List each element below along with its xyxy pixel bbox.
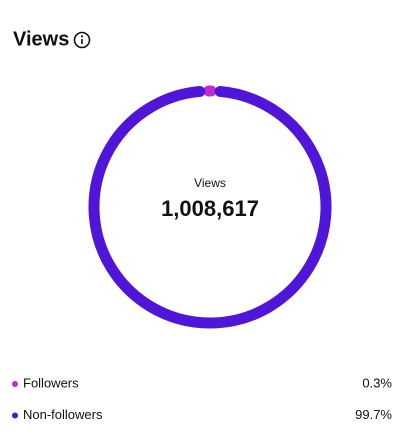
info-circle [73, 31, 91, 49]
legend-label: Followers [23, 375, 79, 390]
legend-dot [12, 412, 18, 419]
donut-segment [88, 85, 332, 329]
legend-label: Non-followers [23, 407, 103, 422]
info-dot [80, 35, 84, 38]
center-label: Views [194, 176, 226, 190]
legend-dot [12, 381, 18, 387]
section-title: Views [13, 28, 69, 50]
info-icon[interactable] [73, 31, 91, 49]
center-value: 1,008,617 [161, 196, 259, 221]
legend-value: 0.3% [362, 375, 392, 390]
legend-value: 99.7% [355, 407, 392, 422]
